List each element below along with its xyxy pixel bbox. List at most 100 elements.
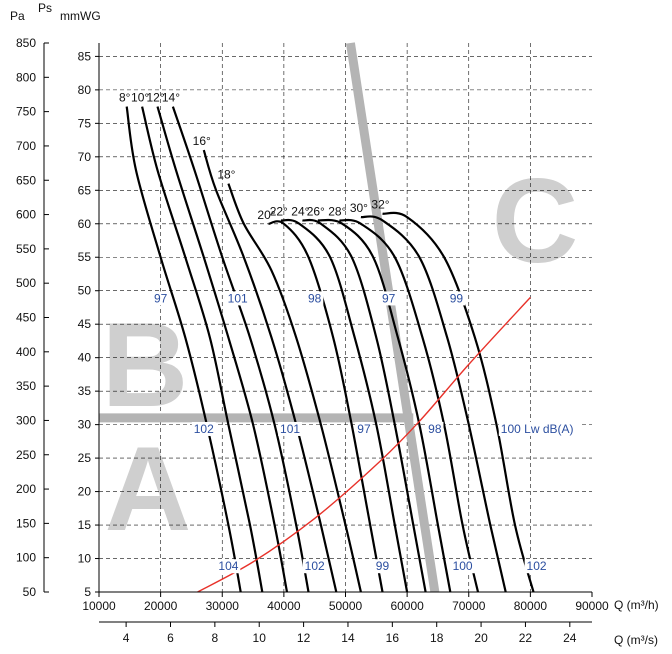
sound-label-bg <box>447 291 466 306</box>
y-tick-label-pa: 200 <box>16 482 36 496</box>
sound-label-bg <box>152 291 170 306</box>
sound-label-bg <box>426 421 444 436</box>
sound-label-bg <box>524 559 549 574</box>
sound-label-bg <box>355 421 373 436</box>
y-tick-label-pa: 100 <box>16 551 36 565</box>
unit-label-pa: Pa <box>10 9 25 23</box>
sound-label-bg <box>450 559 475 574</box>
y-tick-label-mmwg: 80 <box>78 83 92 97</box>
y-tick-label-pa: 400 <box>16 345 36 359</box>
sound-label-bg <box>306 291 324 306</box>
x-tick-label-m3h: 50000 <box>329 599 363 613</box>
sound-level-label: 97 <box>154 291 168 305</box>
y-tick-label-pa: 600 <box>16 208 36 222</box>
y-tick-label-mmwg: 40 <box>78 351 92 365</box>
x-tick-label-m3h: 30000 <box>206 599 240 613</box>
zones-layer: AB C <box>102 154 579 556</box>
x-tick-label-m3s: 6 <box>167 631 174 645</box>
sound-level-label: 97 <box>382 291 396 305</box>
axes-layer: 5101520253035404550556065707580855010015… <box>10 1 659 647</box>
y-tick-label-mmwg: 5 <box>84 585 91 599</box>
sound-label-bg <box>302 559 327 574</box>
sound-level-label: 98 <box>308 291 322 305</box>
unit-label-q-m3s: Q (m³/s) <box>614 633 658 647</box>
y-tick-label-mmwg: 55 <box>78 250 92 264</box>
y-tick-label-mmwg: 65 <box>78 183 92 197</box>
zone-letter-b: B <box>102 298 189 432</box>
sound-label-bg <box>278 421 302 436</box>
blade-angle-curve <box>268 220 384 593</box>
sound-level-label: 101 <box>228 291 248 305</box>
unit-label-ps: Ps <box>38 1 52 15</box>
angle-label: 12° <box>146 91 164 105</box>
x-tick-label-m3h: 10000 <box>82 599 116 613</box>
sound-label-bg <box>216 559 241 574</box>
x-tick-label-m3h: 70000 <box>452 599 486 613</box>
sound-label-bg <box>498 421 583 436</box>
x-tick-label-m3s: 22 <box>519 631 533 645</box>
y-tick-label-mmwg: 75 <box>78 116 92 130</box>
y-tick-label-pa: 650 <box>16 173 36 187</box>
sound-label-bg <box>373 559 392 574</box>
sound-label-bg <box>380 291 398 306</box>
blade-angle-curve <box>171 106 310 593</box>
blade-angle-curve <box>141 106 264 593</box>
blade-angle-curve <box>125 106 242 593</box>
system-curve-layer <box>197 296 531 593</box>
system-curve <box>197 296 531 593</box>
blade-angle-curve <box>360 215 507 593</box>
x-tick-label-m3s: 24 <box>563 631 577 645</box>
y-tick-label-mmwg: 45 <box>78 317 92 331</box>
sound-level-label: 104 <box>218 559 238 573</box>
blade-angle-curve <box>339 218 480 593</box>
x-tick-label-m3s: 20 <box>474 631 488 645</box>
labels-layer: 8° 10°12°14° 16° 18° 20°22° 24°26° 28° 30° 32° 97… <box>119 91 583 574</box>
y-tick-label-pa: 300 <box>16 413 36 427</box>
angle-label: 14° <box>162 91 180 105</box>
angle-label: 16° <box>193 134 211 148</box>
sound-level-label: 99 <box>450 291 464 305</box>
blade-angle-curve <box>302 218 427 593</box>
y-tick-label-pa: 550 <box>16 242 36 256</box>
sound-level-label: 99 <box>376 559 390 573</box>
sound-level-label: 98 <box>428 422 442 436</box>
y-tick-label-mmwg: 15 <box>78 518 92 532</box>
x-tick-label-m3h: 60000 <box>390 599 424 613</box>
blade-angle-curve <box>156 106 289 593</box>
x-tick-label-m3h: 20000 <box>144 599 178 613</box>
y-tick-label-mmwg: 20 <box>78 485 92 499</box>
blade-angle-curve <box>280 218 409 593</box>
y-tick-label-pa: 850 <box>16 36 36 50</box>
x-tick-label-m3h: 80000 <box>514 599 548 613</box>
x-tick-label-m3h: 90000 <box>575 599 609 613</box>
y-tick-label-mmwg: 10 <box>78 552 92 566</box>
angle-label: 8° <box>119 91 131 105</box>
y-tick-label-pa: 700 <box>16 139 36 153</box>
x-tick-label-m3s: 4 <box>123 631 130 645</box>
blade-angle-curve <box>317 218 452 593</box>
angle-label: 10° <box>131 91 149 105</box>
angle-label: 18° <box>217 168 235 182</box>
blade-angle-curve <box>382 211 535 593</box>
angle-label: 24° <box>291 204 309 218</box>
angle-label: 26° <box>307 204 325 218</box>
x-tick-label-m3s: 12 <box>297 631 311 645</box>
angle-label: 22° <box>270 204 288 218</box>
sound-level-label: 102 <box>527 559 547 573</box>
sound-level-label: 100 <box>453 559 473 573</box>
y-tick-label-mmwg: 50 <box>78 284 92 298</box>
y-tick-label-pa: 150 <box>16 516 36 530</box>
zone-letter-c: C <box>492 154 579 288</box>
zone-letter-a: A <box>105 422 192 556</box>
y-tick-label-pa: 800 <box>16 70 36 84</box>
x-tick-label-m3s: 16 <box>386 631 400 645</box>
y-tick-label-mmwg: 25 <box>78 451 92 465</box>
y-tick-label-mmwg: 85 <box>78 49 92 63</box>
angle-label: 28° <box>328 204 346 218</box>
x-tick-label-m3s: 10 <box>253 631 267 645</box>
y-tick-label-mmwg: 70 <box>78 150 92 164</box>
y-tick-label-pa: 250 <box>16 448 36 462</box>
sound-level-label: 97 <box>357 422 371 436</box>
sound-level-label: 101 <box>280 422 300 436</box>
